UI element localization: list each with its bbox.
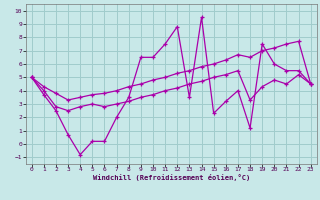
- X-axis label: Windchill (Refroidissement éolien,°C): Windchill (Refroidissement éolien,°C): [92, 174, 250, 181]
